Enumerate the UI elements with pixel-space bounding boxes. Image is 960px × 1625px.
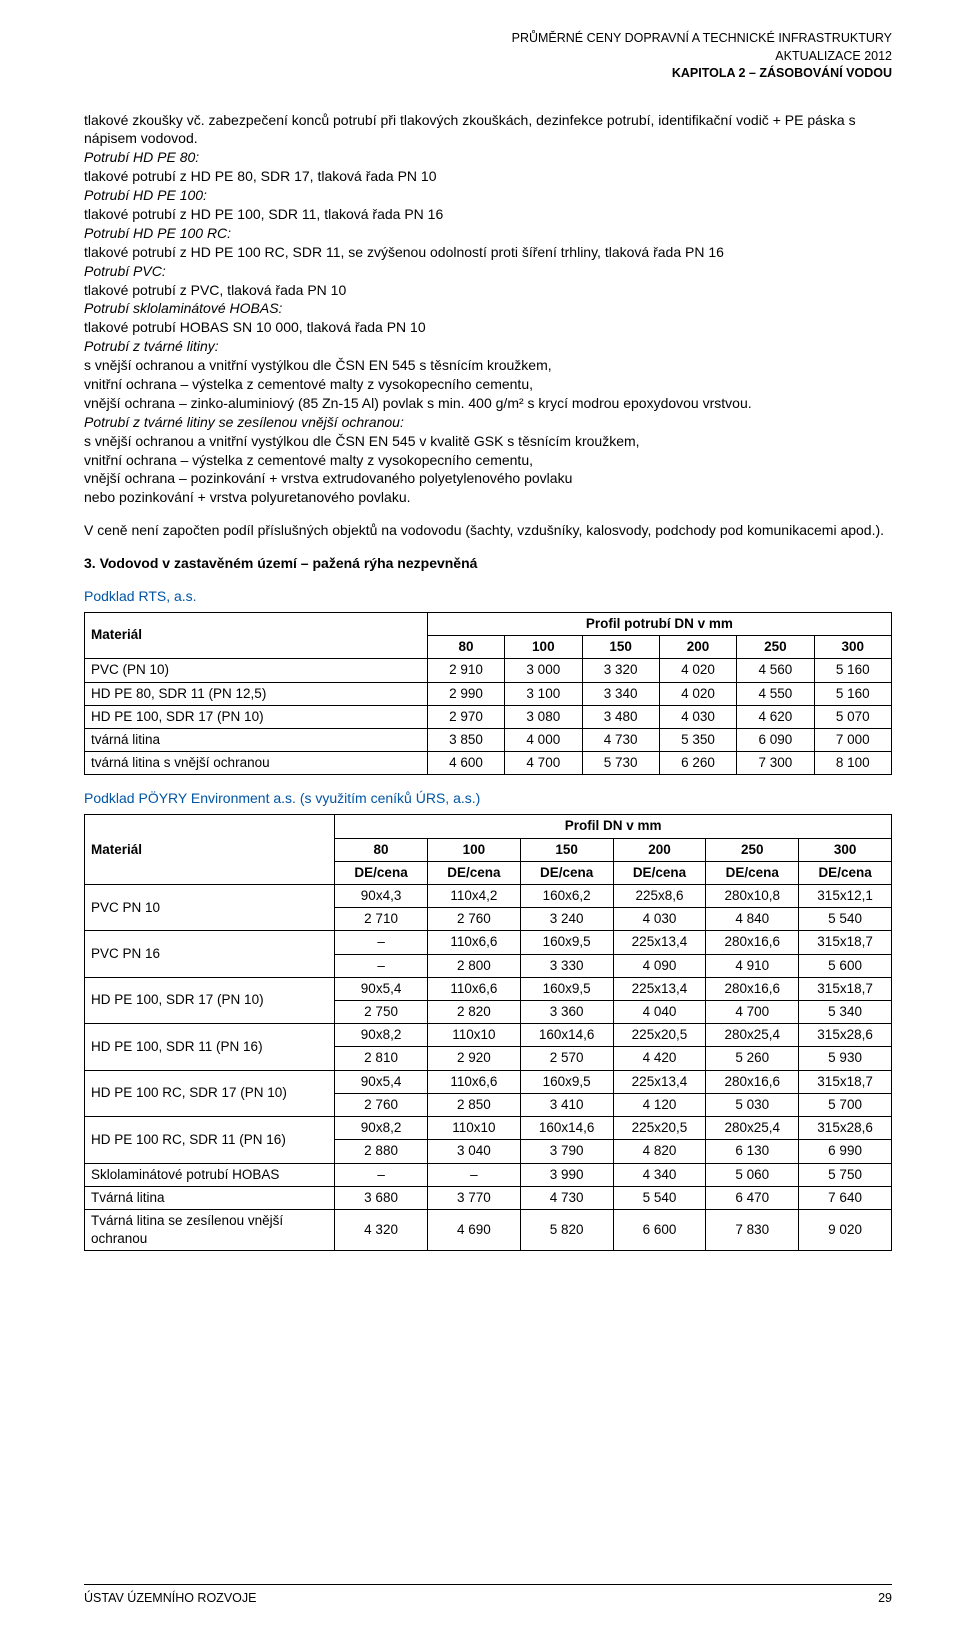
table-rts: Materiál Profil potrubí DN v mm 80 100 1… [84,612,892,776]
header-line2: AKTUALIZACE 2012 [84,48,892,66]
table-row: HD PE 100, SDR 11 (PN 16)90x8,2110x10160… [85,1024,892,1047]
table-row: Tvárná litina3 6803 7704 7305 5406 4707 … [85,1186,892,1209]
def-label-5: Potrubí z tvárné litiny: [84,337,892,356]
col-300: 300 [814,636,891,659]
table-poyry: Materiál Profil DN v mm 80 100 150 200 2… [84,814,892,1251]
col-80: 80 [427,636,504,659]
col-100: 100 [505,636,582,659]
table-row: HD PE 100 RC, SDR 11 (PN 16)90x8,2110x10… [85,1117,892,1140]
def-label-2: Potrubí HD PE 100 RC: [84,224,892,243]
page-footer: ÚSTAV ÚZEMNÍHO ROZVOJE 29 [84,1590,892,1607]
table-row: PVC (PN 10)2 9103 0003 3204 0204 5605 16… [85,659,892,682]
paragraph-after: V ceně není započten podíl příslušných o… [84,521,892,540]
col-material: Materiál [85,815,335,885]
table-row: Tvárná litina se zesílenou vnější ochran… [85,1210,892,1251]
table-row: HD PE 100 RC, SDR 17 (PN 10)90x5,4110x6,… [85,1070,892,1093]
table-row: HD PE 80, SDR 11 (PN 12,5)2 9903 1003 34… [85,682,892,705]
table-row: PVC PN 16–110x6,6160x9,5225x13,4280x16,6… [85,931,892,954]
footer-rule [84,1584,892,1585]
def-desc-2: tlakové potrubí z HD PE 100 RC, SDR 11, … [84,243,892,262]
def-label-6: Potrubí z tvárné litiny se zesílenou vně… [84,413,892,432]
def-desc-0: tlakové potrubí z HD PE 80, SDR 17, tlak… [84,167,892,186]
def-label-3: Potrubí PVC: [84,262,892,281]
section3-heading: 3. Vodovod v zastavěném území – pažená r… [84,554,892,573]
col-150: 150 [582,636,659,659]
def-extra-5-1: vnější ochrana – zinko-aluminiový (85 Zn… [84,394,892,413]
def-desc-6: s vnější ochranou a vnitřní vystýlkou dl… [84,432,892,451]
col-250: 250 [737,636,814,659]
table-row: tvárná litina s vnější ochranou4 6004 70… [85,752,892,775]
header-line1: PRŮMĚRNÉ CENY DOPRAVNÍ A TECHNICKÉ INFRA… [84,30,892,48]
def-label-1: Potrubí HD PE 100: [84,186,892,205]
table-row: Materiál Profil potrubí DN v mm [85,612,892,635]
table-row: Materiál Profil DN v mm [85,815,892,838]
page-header: PRŮMĚRNÉ CENY DOPRAVNÍ A TECHNICKÉ INFRA… [84,30,892,83]
col-material: Materiál [85,612,428,658]
table-row: HD PE 100, SDR 17 (PN 10)2 9703 0803 480… [85,705,892,728]
def-extra-5-0: vnitřní ochrana – výstelka z cementové m… [84,375,892,394]
footer-left: ÚSTAV ÚZEMNÍHO ROZVOJE [84,1590,256,1607]
def-desc-1: tlakové potrubí z HD PE 100, SDR 11, tla… [84,205,892,224]
table-row: HD PE 100, SDR 17 (PN 10)90x5,4110x6,616… [85,977,892,1000]
table-row: PVC PN 1090x4,3110x4,2160x6,2225x8,6280x… [85,884,892,907]
def-extra-6-0: vnitřní ochrana – výstelka z cementové m… [84,451,892,470]
def-extra-6-1: vnější ochrana – pozinkování + vrstva ex… [84,469,892,488]
intro-continuation: tlakové zkoušky vč. zabezpečení konců po… [84,111,892,149]
footer-right: 29 [878,1590,892,1607]
def-desc-4: tlakové potrubí HOBAS SN 10 000, tlaková… [84,318,892,337]
def-label-4: Potrubí sklolaminátové HOBAS: [84,299,892,318]
col-group: Profil DN v mm [335,815,892,838]
def-desc-3: tlakové potrubí z PVC, tlaková řada PN 1… [84,281,892,300]
header-line3: KAPITOLA 2 – ZÁSOBOVÁNÍ VODOU [84,65,892,83]
def-desc-5: s vnější ochranou a vnitřní vystýlkou dl… [84,356,892,375]
source-rts: Podklad RTS, a.s. [84,587,892,606]
table-row: tvárná litina3 8504 0004 7305 3506 0907 … [85,728,892,751]
def-label-0: Potrubí HD PE 80: [84,148,892,167]
def-extra-6-2: nebo pozinkování + vrstva polyuretanovéh… [84,488,892,507]
table-row: Sklolaminátové potrubí HOBAS––3 9904 340… [85,1163,892,1186]
col-group: Profil potrubí DN v mm [427,612,891,635]
col-200: 200 [659,636,736,659]
source-poyry: Podklad PÖYRY Environment a.s. (s využit… [84,789,892,808]
